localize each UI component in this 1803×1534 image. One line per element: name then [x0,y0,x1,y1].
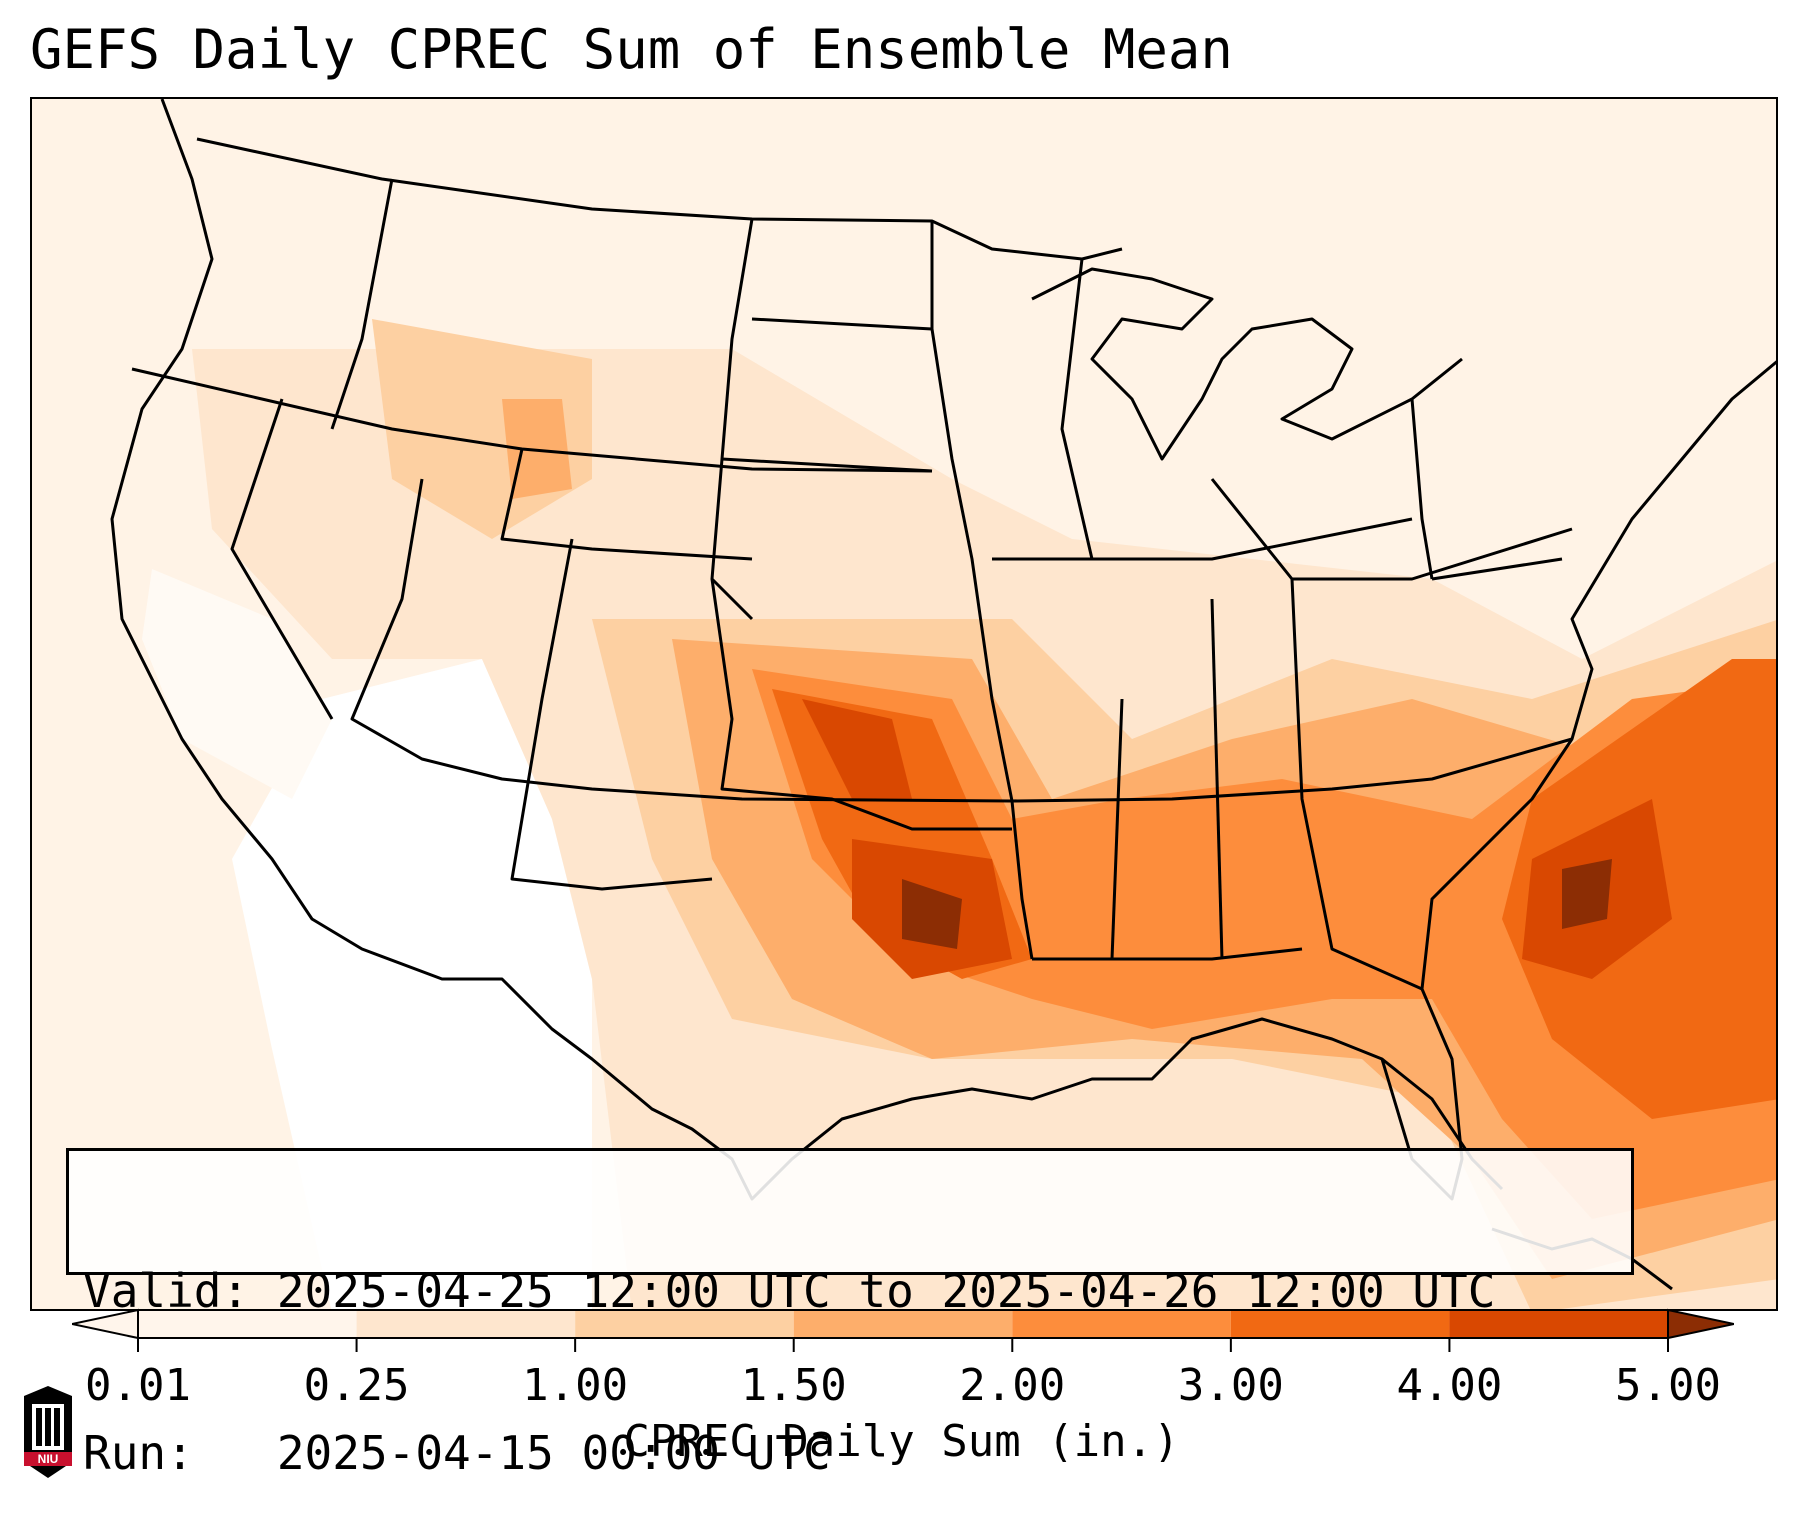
great-lakes [1031,267,1463,461]
colorbar-segment [356,1310,576,1338]
max-precip-area-atlantic [1562,859,1612,929]
niu-logo: NIU [24,1386,72,1478]
state-line [330,178,394,430]
colorbar-tick-label: 5.00 [1615,1360,1721,1411]
state-line [510,538,713,891]
dry-region-west [142,569,332,799]
state-line [1210,598,1224,960]
info-box: Valid: 2025-04-25 12:00 UTC to 2025-04-2… [66,1148,1634,1480]
colorbar-tick-label: 2.00 [959,1360,1066,1411]
dry-region [232,659,592,1309]
colorbar-outline [137,1309,1669,1339]
very-heavy-precip-area [752,669,1776,1219]
state-line [230,398,334,720]
logo-text: NIU [38,1452,59,1466]
state-line [992,517,1413,561]
state-line [721,457,933,473]
colorbar-tick-label: 3.00 [1177,1360,1284,1411]
colorbar-extend-high [1667,1308,1734,1340]
colorbar-tick-label: 1.50 [740,1360,847,1411]
state-line [350,478,1013,803]
state-line [1210,478,1573,581]
colorbar-extend-low [72,1308,139,1340]
colorbar-segment [793,1310,1013,1338]
colorbar-label: CPREC Daily Sum (in.) [623,1416,1180,1467]
state-line [1060,258,1094,560]
state-line [1431,557,1563,581]
state-line [500,448,753,561]
colorbar-segments [72,1308,1734,1352]
colorbar-segment [138,1310,357,1338]
us-outline [110,99,1776,1201]
state-line [1290,578,1423,991]
state-line [710,578,1012,831]
colorbar-tick-label: 0.01 [85,1360,191,1411]
map-title: GEFS Daily CPREC Sum of Ensemble Mean [30,18,1233,81]
state-line [1410,398,1434,580]
state-line [930,221,1034,960]
map-svg [32,99,1776,1309]
canada-border [196,137,1123,261]
colorbar-segment [575,1310,794,1338]
max-precip-area [902,879,962,949]
colorbar-tick-label: 4.00 [1396,1360,1503,1411]
colorbar-ticks: 0.01 0.25 1.00 1.50 2.00 3.00 4.00 5.00 [0,1360,1803,1420]
colorbar-tick-label: 1.00 [522,1360,629,1411]
state-line [751,317,933,331]
colorbar-tick-label: 0.25 [303,1360,410,1411]
precipitation-map [30,97,1778,1311]
state-borders [110,99,1776,1201]
colorbar-segment [1012,1310,1231,1338]
state-line [1032,947,1303,961]
colorbar-segment [1449,1310,1668,1338]
precipitation-field [32,99,1776,1309]
colorbar [72,1308,1734,1352]
extreme-precip-area [802,699,912,799]
state-line [1110,698,1124,960]
colorbar-segment [1230,1310,1450,1338]
run-line: Run: 2025-04-15 00:00 UTC [83,1426,831,1480]
